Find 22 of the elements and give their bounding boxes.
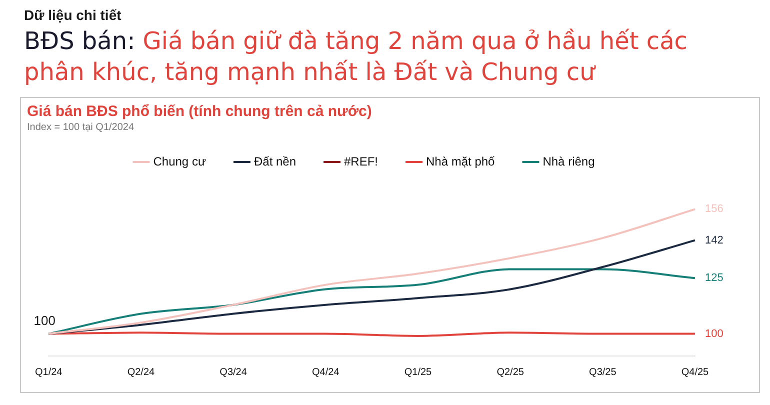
x-tick-label: Q4/24: [312, 366, 340, 378]
x-tick-label: Q2/25: [496, 366, 524, 378]
legend-label: Đất nền: [254, 154, 296, 168]
x-tick-label: Q2/24: [127, 366, 156, 378]
x-tick-label: Q3/24: [220, 366, 248, 378]
data-label: 156: [705, 203, 724, 216]
chart-subtitle: Giá bán BĐS phổ biến (tính chung trên cả nước): [27, 103, 372, 120]
text: Dữ liệu chi tiết: [24, 7, 122, 23]
x-tick-label: Q3/25: [589, 366, 617, 378]
chart-title: BĐS bán: Giá bán giữ đà tăng 2 năm qua ở hầu hết các phân khúc, tăng mạnh nhất là Đất và Chung cư: [24, 26, 688, 88]
legend-label: Chung cư: [153, 154, 206, 168]
text: Index = 100 tại Q1/2024: [27, 122, 134, 133]
x-tick-label: Q1/25: [404, 366, 432, 378]
x-tick-label: Q4/25: [681, 366, 710, 378]
legend-label: Nhà mặt phố: [426, 154, 496, 168]
data-label: 100: [705, 328, 724, 340]
data-label: 125: [705, 272, 724, 284]
x-tick-label: Q1/24: [34, 366, 63, 378]
data-label: 142: [705, 234, 724, 246]
legend-label: Nhà riêng: [542, 154, 595, 168]
annotation: 100: [34, 312, 56, 328]
legend-label: #REF!: [344, 154, 378, 168]
